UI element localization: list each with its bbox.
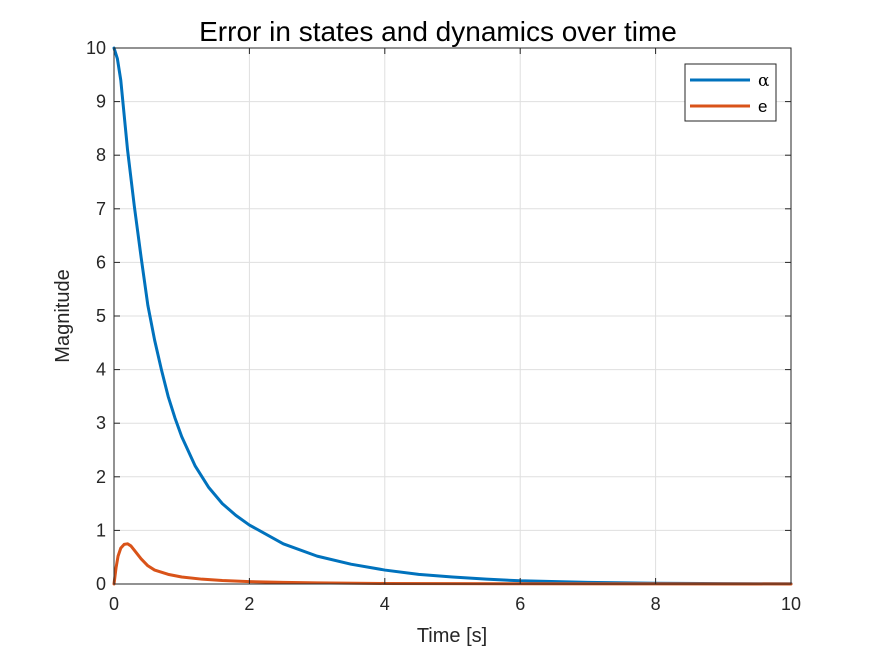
y-tick-label: 6: [96, 252, 106, 272]
y-tick-label: 3: [96, 413, 106, 433]
y-tick-label: 8: [96, 145, 106, 165]
tick-labels: 0 2 4 6 8 10 0 1 2 3 4 5 6 7 8 9 10: [86, 38, 801, 614]
series-line-alpha: [112, 46, 793, 586]
legend-label-e: e: [758, 97, 767, 116]
legend-label-alpha: α: [758, 71, 770, 91]
grid: [114, 48, 791, 584]
x-tick-label: 6: [515, 594, 525, 614]
y-tick-label: 2: [96, 467, 106, 487]
y-tick-label: 1: [96, 520, 106, 540]
y-tick-label: 7: [96, 199, 106, 219]
x-tick-label: 2: [244, 594, 254, 614]
legend: α e: [684, 63, 777, 122]
y-tick-label: 0: [96, 574, 106, 594]
y-axis-label: Magnitude: [52, 269, 74, 362]
x-tick-label: 10: [781, 594, 801, 614]
legend-box: [684, 63, 777, 122]
x-tick-label: 4: [380, 594, 390, 614]
y-tick-label: 4: [96, 360, 106, 380]
y-tick-label: 10: [86, 38, 106, 58]
x-axis-label: Time [s]: [417, 625, 487, 647]
axis-ticks: [113, 47, 792, 585]
y-tick-label: 5: [96, 306, 106, 326]
chart-title: Error in states and dynamics over time: [199, 16, 677, 47]
x-tick-label: 8: [651, 594, 661, 614]
y-tick-label: 9: [96, 92, 106, 112]
x-tick-label: 0: [109, 594, 119, 614]
